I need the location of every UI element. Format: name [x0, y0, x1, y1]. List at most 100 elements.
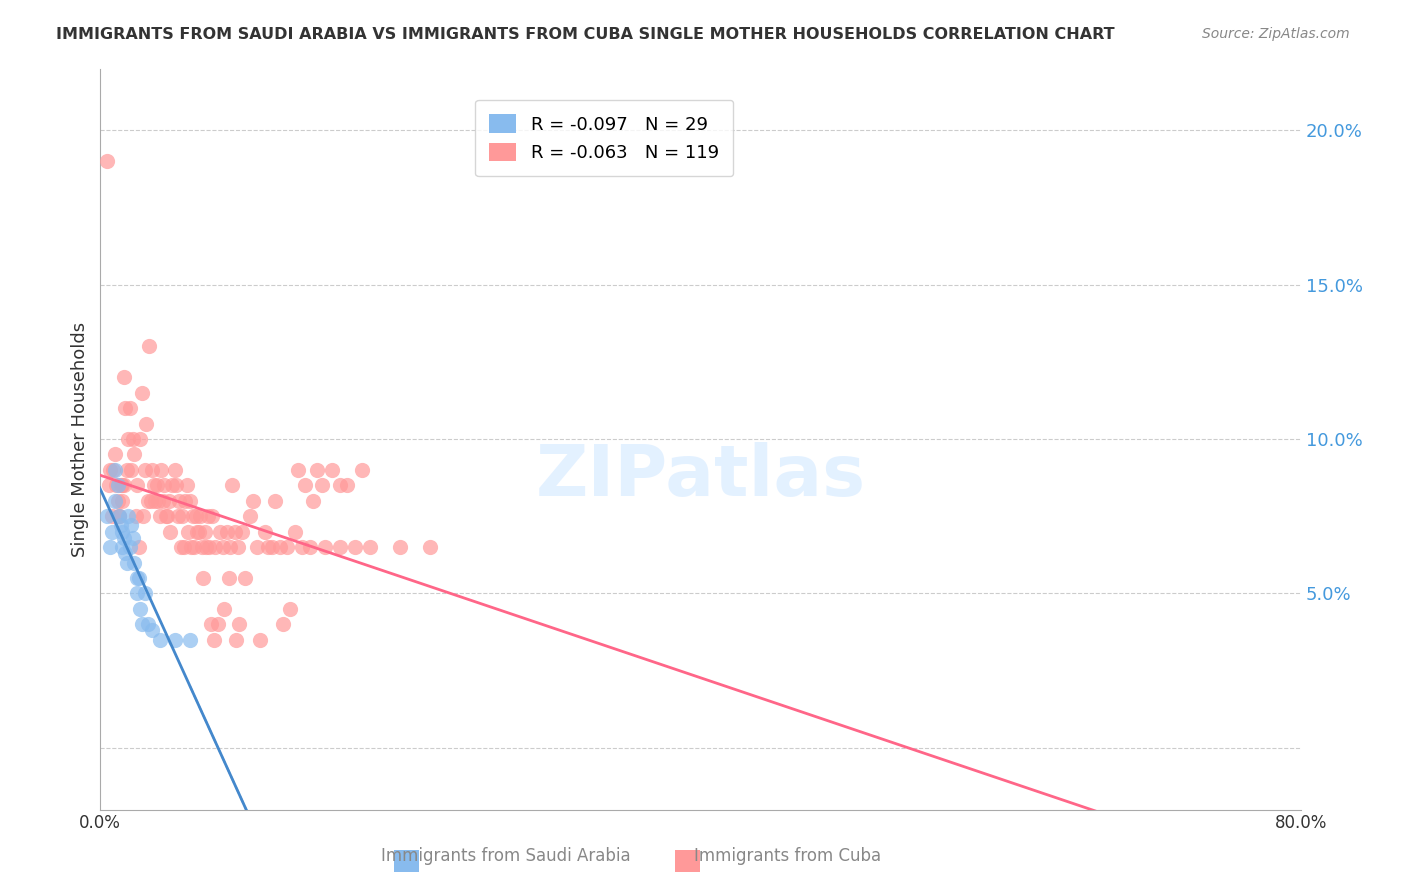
Point [156, 509, 179, 524]
Point [173, 540, 195, 554]
Point [98, 540, 121, 554]
Point [141, 624, 163, 638]
Point [163, 632, 186, 647]
Point [298, 540, 321, 554]
Point [163, 463, 186, 477]
Point [108, 509, 131, 524]
Point [159, 524, 181, 539]
Text: Immigrants from Saudi Arabia: Immigrants from Saudi Arabia [381, 847, 631, 865]
Point [98, 463, 121, 477]
Point [194, 524, 217, 539]
Point [131, 617, 153, 632]
Point [142, 478, 165, 492]
Point [291, 540, 314, 554]
Point [112, 478, 135, 492]
Point [311, 478, 333, 492]
Point [352, 463, 374, 477]
Point [121, 531, 143, 545]
Point [96, 509, 118, 524]
Point [231, 524, 253, 539]
Point [233, 571, 256, 585]
Point [132, 509, 155, 524]
Point [129, 602, 152, 616]
Point [224, 524, 246, 539]
Text: Source: ZipAtlas.com: Source: ZipAtlas.com [1202, 27, 1350, 41]
Point [239, 509, 262, 524]
Point [221, 478, 243, 492]
Point [108, 509, 131, 524]
Point [107, 493, 129, 508]
Point [143, 493, 166, 508]
Point [107, 478, 129, 492]
Point [125, 509, 148, 524]
Point [96, 154, 118, 169]
Point [100, 509, 122, 524]
Point [128, 540, 150, 554]
Point [207, 617, 229, 632]
Point [141, 463, 163, 477]
Point [135, 417, 157, 431]
Point [112, 370, 135, 384]
Point [155, 509, 177, 524]
Point [104, 463, 127, 477]
Point [121, 432, 143, 446]
Point [419, 540, 441, 554]
Point [136, 493, 159, 508]
Point [294, 478, 316, 492]
Point [134, 586, 156, 600]
Point [112, 531, 135, 545]
Point [118, 540, 141, 554]
Point [343, 540, 366, 554]
Point [139, 493, 162, 508]
Point [253, 524, 276, 539]
Point [262, 540, 284, 554]
Point [307, 463, 329, 477]
Point [149, 509, 172, 524]
Point [242, 493, 264, 508]
Point [280, 602, 302, 616]
Point [108, 509, 131, 524]
Point [188, 509, 211, 524]
Point [179, 493, 201, 508]
Point [219, 540, 242, 554]
Point [211, 540, 233, 554]
Point [225, 632, 247, 647]
Legend: R = -0.097   N = 29, R = -0.063   N = 119: R = -0.097 N = 29, R = -0.063 N = 119 [475, 100, 734, 177]
Point [152, 493, 174, 508]
Point [257, 540, 280, 554]
Point [120, 518, 142, 533]
Point [115, 556, 138, 570]
Point [276, 540, 298, 554]
Point [184, 509, 207, 524]
Point [136, 617, 159, 632]
Point [149, 632, 172, 647]
Point [104, 493, 127, 508]
Point [122, 447, 145, 461]
Point [170, 540, 193, 554]
Point [329, 478, 352, 492]
Point [111, 524, 134, 539]
Point [150, 463, 173, 477]
Point [359, 540, 381, 554]
Point [127, 571, 149, 585]
Point [134, 463, 156, 477]
Point [174, 493, 197, 508]
Point [180, 540, 202, 554]
Point [138, 339, 160, 353]
Y-axis label: Single Mother Households: Single Mother Households [72, 321, 89, 557]
Point [148, 493, 170, 508]
Point [284, 524, 307, 539]
Point [101, 463, 124, 477]
Point [122, 556, 145, 570]
Point [110, 518, 132, 533]
Point [104, 447, 127, 461]
Point [114, 401, 136, 416]
Point [183, 540, 205, 554]
Point [226, 540, 249, 554]
Point [218, 571, 240, 585]
Point [114, 546, 136, 560]
Point [111, 540, 134, 554]
Point [302, 493, 325, 508]
Point [131, 385, 153, 400]
Point [157, 493, 180, 508]
